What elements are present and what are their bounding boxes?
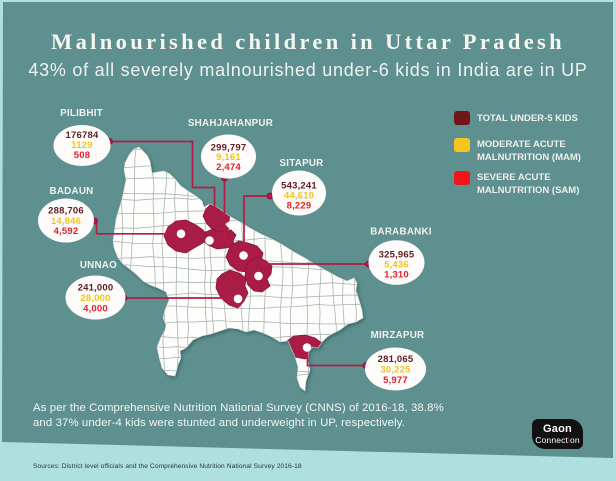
svg-text:281,065: 281,065 [378,354,414,365]
svg-text:BARABANKI: BARABANKI [370,227,432,238]
svg-text:1129: 1129 [71,140,92,151]
svg-text:508: 508 [74,150,90,161]
svg-text:4,592: 4,592 [54,226,79,237]
svg-text:2,474: 2,474 [216,162,241,173]
svg-text:8,229: 8,229 [287,200,312,211]
svg-text:SHAHJAHANPUR: SHAHJAHANPUR [188,118,273,129]
svg-text:4,000: 4,000 [83,303,108,314]
svg-text:299,797: 299,797 [211,142,247,153]
svg-text:14,846: 14,846 [51,216,81,227]
svg-text:28,000: 28,000 [80,293,110,304]
svg-text:44,610: 44,610 [284,190,314,201]
svg-text:30,225: 30,225 [380,365,411,376]
svg-text:SITAPUR: SITAPUR [279,158,323,169]
svg-text:PILIBHIT: PILIBHIT [60,108,103,119]
svg-text:176784: 176784 [66,130,99,141]
svg-text:BADAUN: BADAUN [50,186,94,197]
svg-text:5,436: 5,436 [384,259,409,270]
svg-text:UNNAO: UNNAO [80,260,117,271]
svg-text:5,977: 5,977 [383,375,408,386]
svg-text:325,965: 325,965 [379,249,415,260]
svg-text:241,000: 241,000 [78,282,114,293]
svg-text:MIRZAPUR: MIRZAPUR [371,330,425,341]
svg-text:543,241: 543,241 [281,180,317,191]
svg-text:9,161: 9,161 [216,152,241,163]
svg-text:1,310: 1,310 [384,269,409,280]
svg-text:288,706: 288,706 [48,205,84,216]
